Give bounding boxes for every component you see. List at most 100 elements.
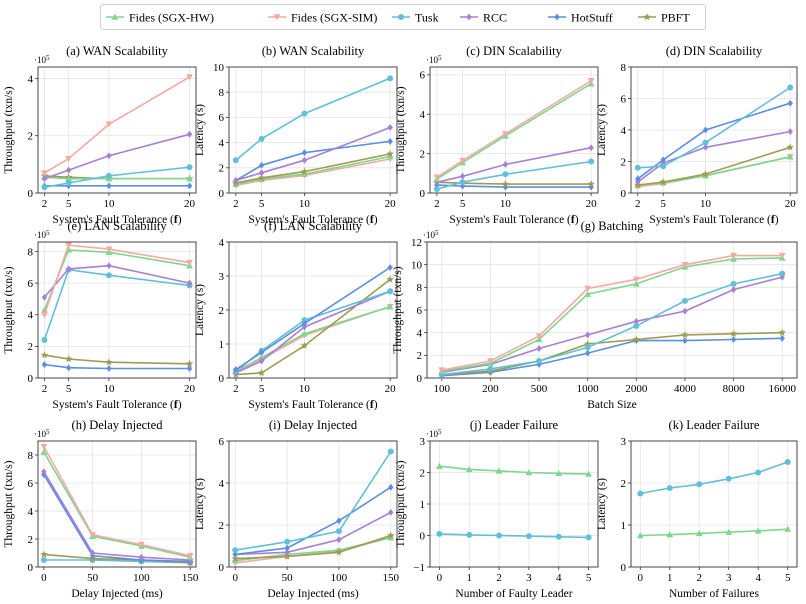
y-tick-label: 1 [219,339,225,351]
data-point [702,126,709,134]
series-line [235,305,391,372]
x-tick-label: 20 [586,198,598,210]
series-line [43,446,191,557]
axes-frame [37,66,197,194]
data-point [681,330,689,339]
data-point [64,355,73,363]
data-point [730,280,737,287]
legend-marker [554,13,560,21]
data-point [682,307,688,315]
y-tick-label: 6 [219,112,225,124]
data-point [258,349,265,356]
x-tick-label: 5 [66,198,72,210]
legend-label: Fides (SGX-SIM) [291,11,377,25]
series-line [441,254,783,371]
y-tick-label: 2 [420,148,426,160]
data-point [502,161,509,168]
series-group [433,78,595,193]
x-tick-label: 4000 [674,383,697,395]
y-tick-label: 0 [420,188,426,200]
data-point [666,531,674,538]
y-tick-label: 0 [28,188,34,200]
data-point [487,358,494,365]
series-pbft [40,351,194,367]
series-group [232,75,394,189]
y-tick-label: 6 [28,478,34,490]
y-tick-label: 2 [28,341,34,353]
series-line [44,133,190,180]
y-tick-label: 8 [28,450,34,462]
series-group [436,462,592,541]
series-rcc [233,124,393,184]
series-line [436,160,592,190]
y-tick-label: 4 [219,237,225,249]
data-point [65,155,73,163]
data-point [754,527,762,534]
series-fides-sgx-sim [231,534,395,567]
series-tusk [436,530,592,541]
series-tusk [232,75,394,164]
data-point [459,179,466,186]
series-hotstuff [41,361,193,372]
legend-marker [466,13,472,21]
data-point [466,531,473,538]
data-point [778,328,786,336]
series-line [235,153,391,184]
y-tick-label: 2 [420,467,426,479]
grid [430,440,598,568]
series-group [40,74,194,191]
data-point [784,525,792,532]
data-point [65,179,72,186]
legend-item-fides-sgx-sim-: Fides (SGX-SIM) [268,11,377,25]
y-tick-label: 4 [420,109,426,121]
exponent-label: ·105 [426,54,442,65]
chart-title: (b) WAN Scalability [262,44,365,58]
data-point [232,547,239,554]
legend-label: PBFT [661,11,690,25]
y-tick-label: 1 [420,499,426,511]
grid [631,440,797,568]
x-tick-label: 2 [635,198,641,210]
data-point [40,557,47,563]
x-tick-label: 5 [785,572,791,584]
data-point [40,448,48,455]
x-tick-label: 0 [41,572,47,584]
x-tick-label: 0 [232,572,238,584]
data-point [388,483,394,491]
series-line [235,126,391,182]
x-axis-label: System's Fault Tolerance (f) [649,214,778,226]
y-axis-label: Throughput (txn/s) [3,460,15,547]
y-axis-label: Latency (s) [596,478,608,530]
y-tick-label: 2 [417,350,423,362]
x-tick-label: 4 [755,572,761,584]
data-point [40,550,48,558]
data-point [335,548,343,556]
data-point [535,333,543,340]
data-point [459,157,466,164]
x-axis-label: Delay Injected (ms) [71,588,162,600]
x-tick-label: 150 [383,572,400,584]
data-point [584,290,592,297]
series-fides-sgx-sim [433,78,595,181]
data-point [386,153,394,160]
x-tick-label: 2000 [625,383,648,395]
x-tick-label: 5 [66,383,72,395]
data-point [284,538,291,545]
x-tick-label: 3 [526,572,532,584]
data-point [258,357,265,365]
x-tick-label: 10 [103,198,115,210]
data-point [231,554,240,562]
data-point [386,149,394,158]
series-line [235,486,392,556]
data-point [632,276,640,283]
y-tick-label: 3 [621,436,627,448]
y-axis-label: Throughput (txn/s) [3,266,15,353]
series-fides-sgx-sim [41,242,193,319]
exponent-label: ·105 [34,428,50,439]
series-line [44,354,190,365]
chart-title: (j) Leader Failure [470,418,559,432]
data-point [258,169,265,177]
legend-marker [273,14,281,21]
